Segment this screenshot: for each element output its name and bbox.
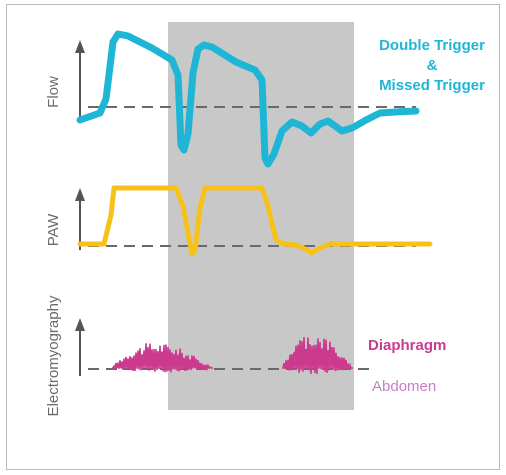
flow-axis-label: Flow: [45, 76, 62, 108]
flow-axis: [75, 40, 85, 120]
emg-spike-trace: [282, 337, 353, 375]
paw-axis: [75, 188, 85, 250]
paw-waveform: [77, 185, 433, 257]
emg-axis-label: Electromyography: [45, 295, 62, 416]
event-label-line-3: Missed Trigger: [379, 77, 485, 94]
abdomen-label: Abdomen: [372, 378, 436, 395]
emg-spike-trace: [112, 343, 213, 373]
flow-waveform: [76, 30, 420, 168]
diaphragm-emg-burst-1: [112, 343, 213, 373]
event-label-line-1: Double Trigger: [379, 37, 485, 54]
paw-axis-label: PAW: [45, 213, 62, 246]
diaphragm-emg-burst-2: [282, 337, 353, 375]
diaphragm-label: Diaphragm: [368, 337, 446, 354]
emg-axis: [75, 318, 85, 376]
event-label-line-2: &: [427, 57, 438, 74]
